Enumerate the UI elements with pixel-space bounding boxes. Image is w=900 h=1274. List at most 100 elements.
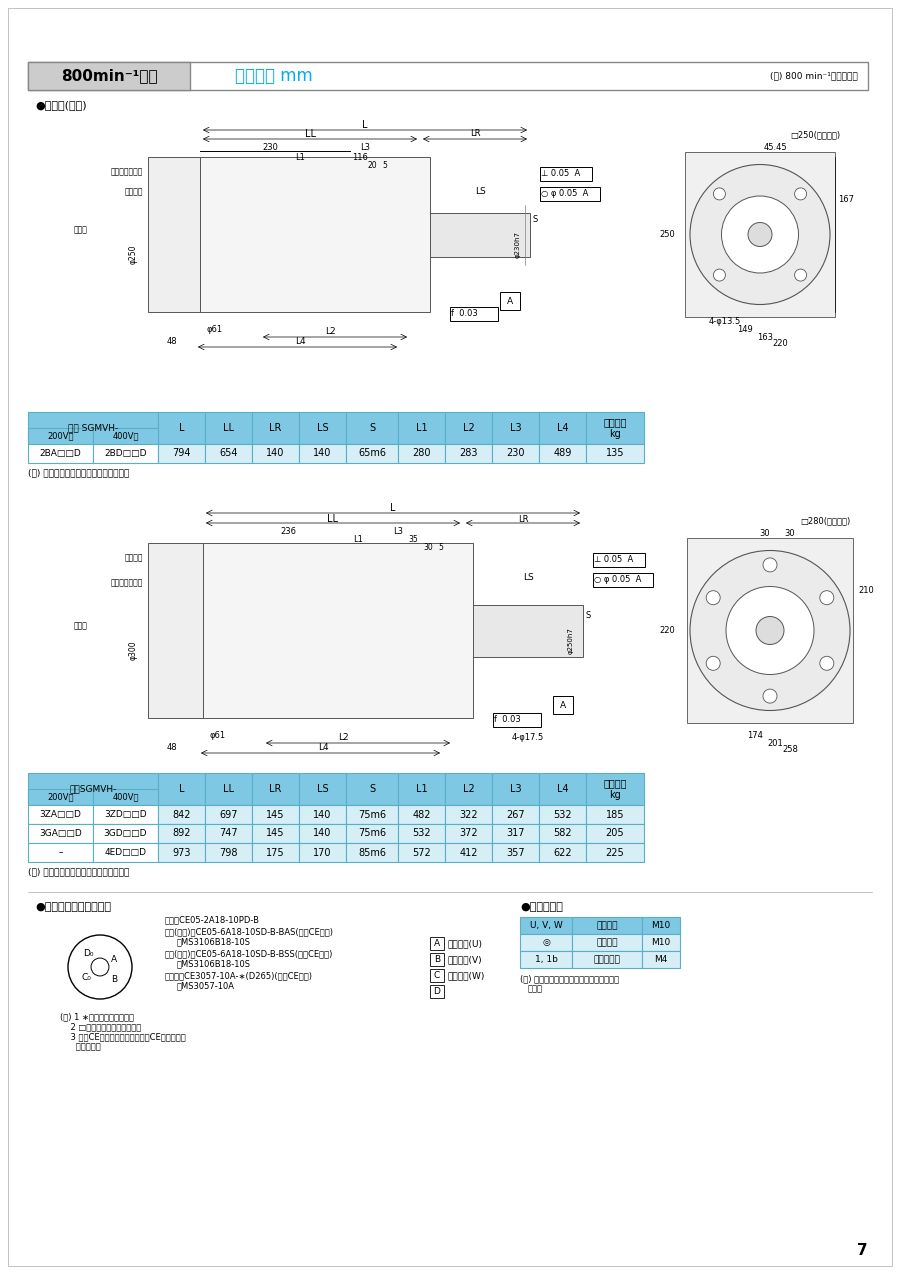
Text: 4-φ13.5: 4-φ13.5 xyxy=(709,317,741,326)
Text: A: A xyxy=(434,939,440,948)
Bar xyxy=(158,412,205,445)
Bar xyxy=(28,824,93,843)
Bar xyxy=(445,805,492,824)
Text: L2: L2 xyxy=(325,327,336,336)
Text: 48: 48 xyxy=(166,338,177,347)
Text: □250(法兰尺寸): □250(法兰尺寸) xyxy=(790,130,840,139)
Text: LS: LS xyxy=(474,187,485,196)
Bar xyxy=(539,843,586,862)
Text: □280(法兰尺寸): □280(法兰尺寸) xyxy=(800,516,850,525)
Text: 489: 489 xyxy=(554,448,572,459)
Text: 230: 230 xyxy=(262,143,278,152)
Bar xyxy=(93,789,158,805)
Text: L4: L4 xyxy=(318,744,328,753)
Text: ●风扇侧连接器接线规格: ●风扇侧连接器接线规格 xyxy=(35,902,111,912)
Bar xyxy=(642,934,680,950)
Text: S: S xyxy=(585,612,590,620)
Text: 或MS3106B18-10S: 或MS3106B18-10S xyxy=(177,959,251,968)
Bar xyxy=(93,843,158,862)
Bar xyxy=(203,543,473,719)
Bar xyxy=(685,152,835,317)
Text: LL: LL xyxy=(223,784,234,794)
Text: 冷却风: 冷却风 xyxy=(74,225,88,234)
Bar xyxy=(398,445,445,462)
Text: 412: 412 xyxy=(459,847,478,857)
Bar xyxy=(398,412,445,445)
Bar xyxy=(493,713,541,727)
Text: L3: L3 xyxy=(509,423,521,433)
Bar xyxy=(205,805,252,824)
Text: 482: 482 xyxy=(412,809,431,819)
Bar xyxy=(586,824,644,843)
Circle shape xyxy=(726,586,814,674)
Text: 风扇插座: 风扇插座 xyxy=(124,553,143,563)
Text: 风扇端子(V): 风扇端子(V) xyxy=(448,956,482,964)
Text: 747: 747 xyxy=(220,828,238,838)
Bar xyxy=(28,843,93,862)
Bar xyxy=(158,445,205,462)
Text: A: A xyxy=(560,701,566,710)
Bar xyxy=(539,824,586,843)
Bar xyxy=(450,307,498,321)
Text: 697: 697 xyxy=(220,809,238,819)
Bar xyxy=(492,445,539,462)
Text: 冷却风: 冷却风 xyxy=(74,620,88,631)
Bar xyxy=(398,773,445,805)
Text: L1: L1 xyxy=(416,784,428,794)
Bar xyxy=(492,843,539,862)
Text: 200V级: 200V级 xyxy=(47,432,74,441)
Bar xyxy=(593,553,645,567)
Bar xyxy=(299,824,346,843)
Text: 267: 267 xyxy=(506,809,525,819)
Text: 48: 48 xyxy=(166,744,177,753)
Circle shape xyxy=(706,656,720,670)
Text: 185: 185 xyxy=(606,809,625,819)
Bar xyxy=(586,843,644,862)
Text: 654: 654 xyxy=(220,448,238,459)
Text: LR: LR xyxy=(269,784,282,794)
Text: 236: 236 xyxy=(280,527,296,536)
Text: 140: 140 xyxy=(266,448,284,459)
Bar xyxy=(642,950,680,968)
Text: L1: L1 xyxy=(353,535,363,544)
Text: LL: LL xyxy=(328,513,338,524)
Bar xyxy=(299,843,346,862)
Text: f  0.03: f 0.03 xyxy=(451,310,478,318)
Text: 170: 170 xyxy=(313,847,332,857)
Text: 插座：CE05-2A18-10PD-B: 插座：CE05-2A18-10PD-B xyxy=(165,915,260,924)
Text: 372: 372 xyxy=(459,828,478,838)
Text: 5: 5 xyxy=(438,544,444,553)
Circle shape xyxy=(756,617,784,645)
Text: LR: LR xyxy=(269,423,282,433)
Bar xyxy=(572,950,642,968)
Text: B: B xyxy=(111,975,117,984)
Bar xyxy=(252,805,299,824)
Text: 及电缆夹。: 及电缆夹。 xyxy=(60,1042,101,1051)
Text: L: L xyxy=(391,503,396,513)
Text: LR: LR xyxy=(518,515,528,524)
Text: 145: 145 xyxy=(266,809,284,819)
Bar xyxy=(158,805,205,824)
Circle shape xyxy=(820,591,833,605)
Text: 30: 30 xyxy=(423,544,433,553)
Text: 220: 220 xyxy=(772,339,788,349)
Text: 3ZD□□D: 3ZD□□D xyxy=(104,810,147,819)
Text: 532: 532 xyxy=(554,809,572,819)
Bar xyxy=(252,824,299,843)
Text: (注) 为了对电机进行过热保护，必须连接恒: (注) 为了对电机进行过热保护，必须连接恒 xyxy=(520,975,619,984)
Text: 20: 20 xyxy=(367,161,377,169)
Bar xyxy=(205,843,252,862)
Text: 973: 973 xyxy=(172,847,191,857)
Bar xyxy=(299,805,346,824)
Text: 5: 5 xyxy=(382,161,387,169)
Bar xyxy=(539,445,586,462)
Text: 357: 357 xyxy=(506,847,525,857)
Text: L4: L4 xyxy=(557,423,568,433)
Text: 85m6: 85m6 xyxy=(358,847,386,857)
Text: 风扇端子(W): 风扇端子(W) xyxy=(448,971,485,980)
Bar xyxy=(158,843,205,862)
Text: 45.45: 45.45 xyxy=(763,143,787,152)
Text: L3: L3 xyxy=(509,784,521,794)
Bar xyxy=(539,412,586,445)
Text: 65m6: 65m6 xyxy=(358,448,386,459)
